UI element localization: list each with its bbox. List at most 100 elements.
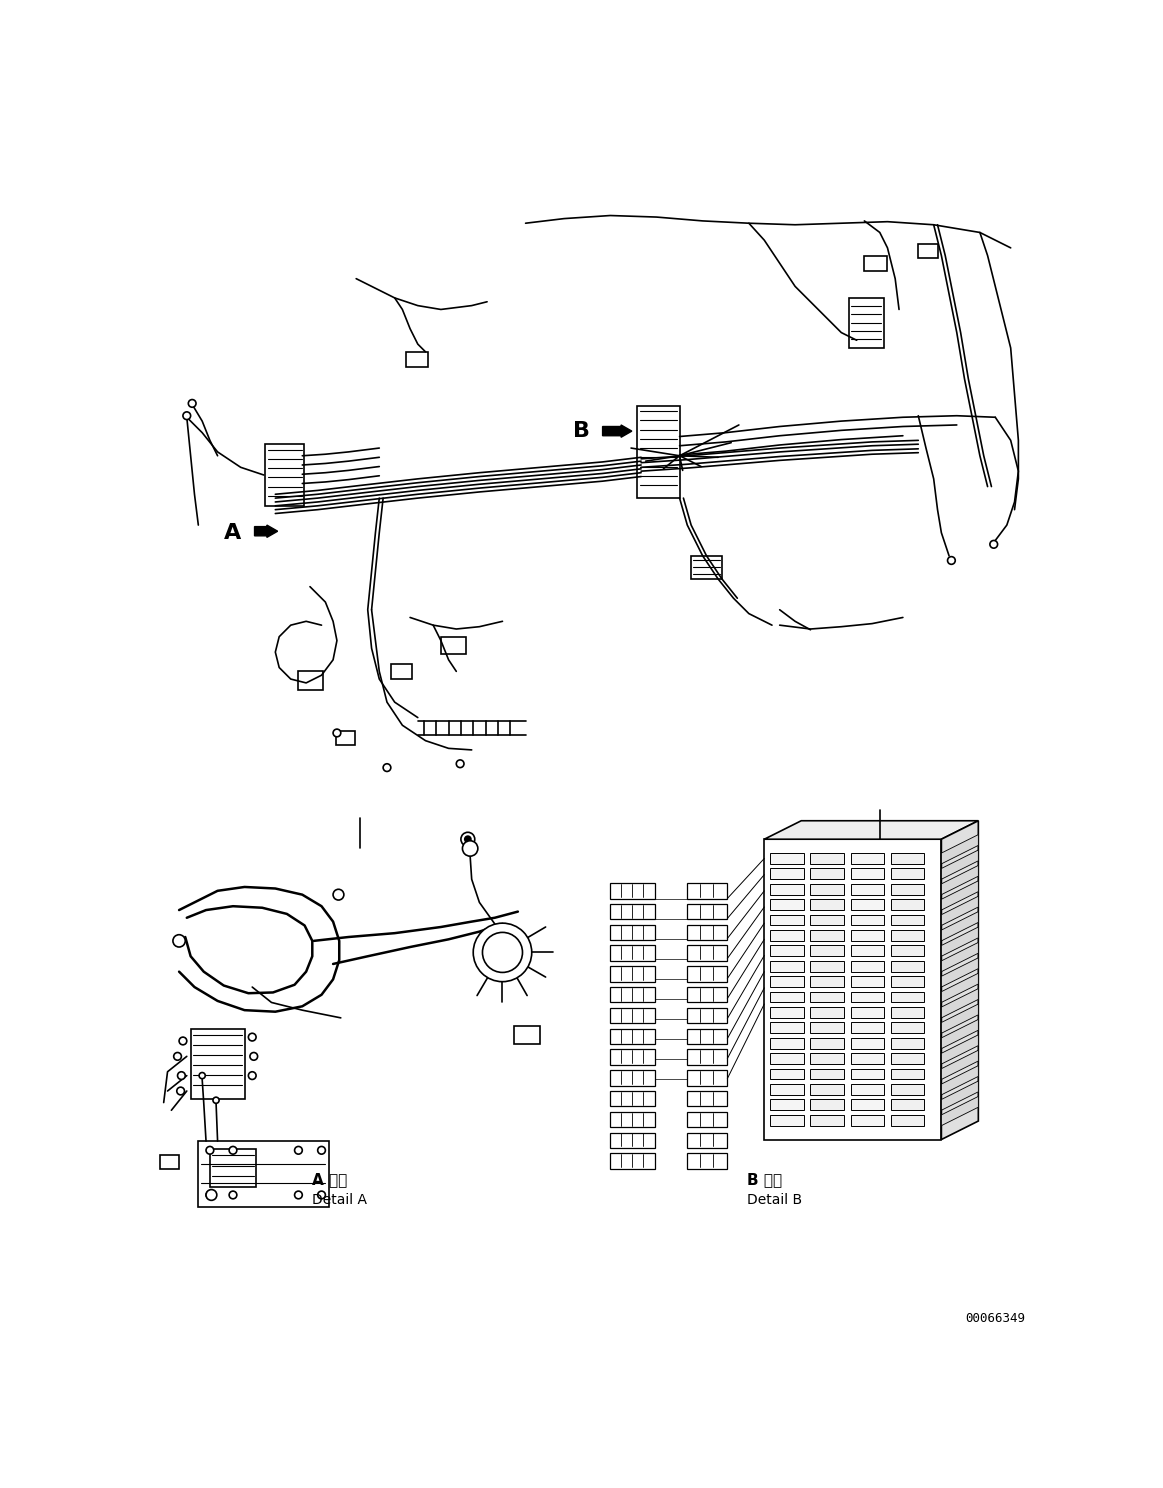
Bar [770, 1115, 805, 1125]
Bar [811, 1022, 844, 1033]
Bar [611, 1028, 655, 1045]
Polygon shape [941, 850, 978, 879]
Bar [336, 732, 355, 745]
Bar [687, 1153, 727, 1168]
Circle shape [229, 1190, 237, 1199]
Bar [811, 1039, 844, 1049]
Bar [770, 884, 805, 894]
Bar [811, 915, 844, 926]
Bar [891, 899, 925, 911]
Polygon shape [941, 1034, 978, 1064]
Bar [770, 961, 805, 972]
FancyArrow shape [602, 426, 632, 437]
Circle shape [465, 836, 471, 842]
Bar [811, 1007, 844, 1018]
Bar [850, 899, 884, 911]
Bar [891, 869, 925, 879]
Polygon shape [941, 881, 978, 911]
Polygon shape [941, 1080, 978, 1110]
Bar [891, 1100, 925, 1110]
Bar [611, 1112, 655, 1128]
Bar [811, 961, 844, 972]
Bar [391, 664, 413, 679]
Polygon shape [941, 973, 978, 1003]
Polygon shape [941, 927, 978, 957]
Bar [611, 1132, 655, 1147]
Bar [770, 1022, 805, 1033]
Bar [811, 930, 844, 940]
Bar [687, 1112, 727, 1128]
Bar [687, 1007, 727, 1024]
Bar [611, 903, 655, 920]
Bar [811, 1068, 844, 1079]
Polygon shape [941, 912, 978, 940]
Bar [891, 991, 925, 1003]
Bar [687, 1132, 727, 1147]
Bar [849, 298, 884, 348]
Bar [687, 1049, 727, 1065]
Bar [611, 945, 655, 961]
Bar [891, 945, 925, 957]
Bar [770, 1068, 805, 1079]
Polygon shape [941, 1004, 978, 1033]
Polygon shape [941, 942, 978, 972]
Bar [770, 930, 805, 940]
Bar [811, 1100, 844, 1110]
Bar [441, 637, 465, 653]
Circle shape [333, 729, 341, 737]
Circle shape [249, 1071, 256, 1079]
Polygon shape [941, 821, 978, 1140]
Bar [611, 966, 655, 982]
Circle shape [213, 1097, 219, 1103]
Circle shape [229, 1146, 237, 1155]
Polygon shape [941, 988, 978, 1018]
Bar [770, 991, 805, 1003]
Circle shape [294, 1190, 302, 1199]
Polygon shape [941, 866, 978, 894]
Circle shape [461, 832, 475, 847]
Bar [770, 1039, 805, 1049]
Circle shape [990, 540, 998, 548]
Bar [891, 915, 925, 926]
Bar [514, 1025, 540, 1045]
Text: Detail B: Detail B [748, 1193, 802, 1207]
Bar [891, 961, 925, 972]
Bar [687, 987, 727, 1003]
Bar [191, 1030, 244, 1098]
Bar [687, 903, 727, 920]
Polygon shape [941, 1065, 978, 1095]
Bar [891, 1115, 925, 1125]
Bar [764, 839, 941, 1140]
Bar [919, 244, 937, 257]
Bar [811, 976, 844, 987]
Text: A: A [224, 522, 242, 543]
Bar [811, 869, 844, 879]
Bar [770, 976, 805, 987]
Bar [770, 915, 805, 926]
Bar [891, 1068, 925, 1079]
Bar [850, 869, 884, 879]
Circle shape [206, 1146, 214, 1155]
Circle shape [206, 1189, 216, 1201]
Bar [891, 1007, 925, 1018]
Bar [850, 1039, 884, 1049]
Bar [199, 1141, 329, 1207]
Bar [687, 1028, 727, 1045]
Circle shape [249, 1033, 256, 1042]
Bar [611, 1049, 655, 1065]
Bar [611, 1007, 655, 1024]
Polygon shape [941, 1019, 978, 1049]
Bar [691, 557, 722, 579]
Bar [687, 924, 727, 940]
Polygon shape [941, 896, 978, 926]
Circle shape [317, 1190, 326, 1199]
Bar [850, 945, 884, 957]
Circle shape [473, 923, 531, 982]
Bar [864, 256, 887, 271]
Circle shape [178, 1071, 185, 1079]
Circle shape [206, 1190, 214, 1199]
Circle shape [183, 412, 191, 420]
Bar [891, 1022, 925, 1033]
Bar [209, 1149, 256, 1187]
Bar [850, 1068, 884, 1079]
